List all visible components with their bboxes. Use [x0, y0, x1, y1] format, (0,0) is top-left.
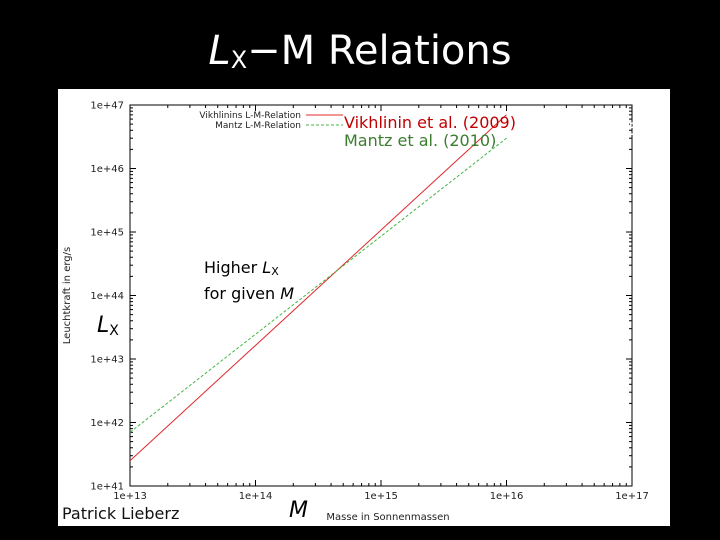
- plot-panel: 1e+13 1e+14 1e+15 1e+16 1e+17 1e+41 1e+42 1e+43…: [58, 89, 670, 526]
- author-name: Patrick Lieberz: [62, 504, 180, 523]
- legend-overlay-vikhlinin: Vikhlinin et al. (2009): [344, 113, 516, 132]
- y-tick-label-1: 1e+42: [90, 418, 124, 429]
- y-tick-label-0: 1e+41: [90, 482, 124, 493]
- lx-sub: X: [109, 323, 119, 339]
- y-tick-label-6: 1e+47: [90, 101, 124, 112]
- y-tick-label-2: 1e+43: [90, 355, 124, 366]
- annotation-note: Higher LX for given M: [204, 257, 294, 305]
- x-tick-label-2: 1e+15: [364, 491, 398, 502]
- series-line-0: [129, 114, 507, 462]
- note-text-2: for given: [204, 284, 281, 303]
- y-axis-label: Leuchtkraft in erg/s: [62, 247, 73, 344]
- title-sub-x: X: [230, 46, 248, 74]
- lm-relation-chart: 1e+13 1e+14 1e+15 1e+16 1e+17 1e+41 1e+42 1e+43…: [62, 101, 649, 524]
- lx-axis-overlay: LX: [97, 313, 119, 339]
- x-axis-label: Masse in Sonnenmassen: [326, 512, 449, 523]
- y-tick-label-4: 1e+45: [90, 228, 124, 239]
- note-text-1: Higher: [204, 258, 263, 277]
- title-l: L: [208, 28, 231, 74]
- series-line-1: [129, 137, 507, 433]
- redshift-var: z: [578, 120, 587, 140]
- slide-title: LX−M Relations: [0, 26, 720, 85]
- note-m: M: [280, 284, 295, 303]
- x-tick-label-1: 1e+14: [239, 491, 273, 502]
- redshift-label: z = 0.5: [578, 120, 639, 140]
- note-x: X: [271, 265, 279, 278]
- y-tick-label-5: 1e+46: [90, 164, 124, 175]
- legend-overlay-mantz: Mantz et al. (2010): [344, 131, 497, 150]
- title-rest: −M Relations: [247, 28, 512, 74]
- note-l: L: [262, 258, 272, 277]
- mass-axis-overlay: M: [289, 498, 308, 523]
- y-tick-label-3: 1e+44: [90, 291, 124, 302]
- redshift-value: = 0.5: [586, 120, 640, 140]
- legend-label-1: Mantz L-M-Relation: [215, 121, 301, 131]
- note-line-1: Higher LX: [204, 257, 294, 283]
- legend-label-0: Vikhlinins L-M-Relation: [199, 111, 301, 121]
- x-tick-label-0: 1e+13: [113, 491, 147, 502]
- note-line-2: for given M: [204, 283, 294, 305]
- x-tick-label-3: 1e+16: [490, 491, 524, 502]
- lx-main: L: [97, 313, 110, 338]
- x-tick-label-4: 1e+17: [615, 491, 649, 502]
